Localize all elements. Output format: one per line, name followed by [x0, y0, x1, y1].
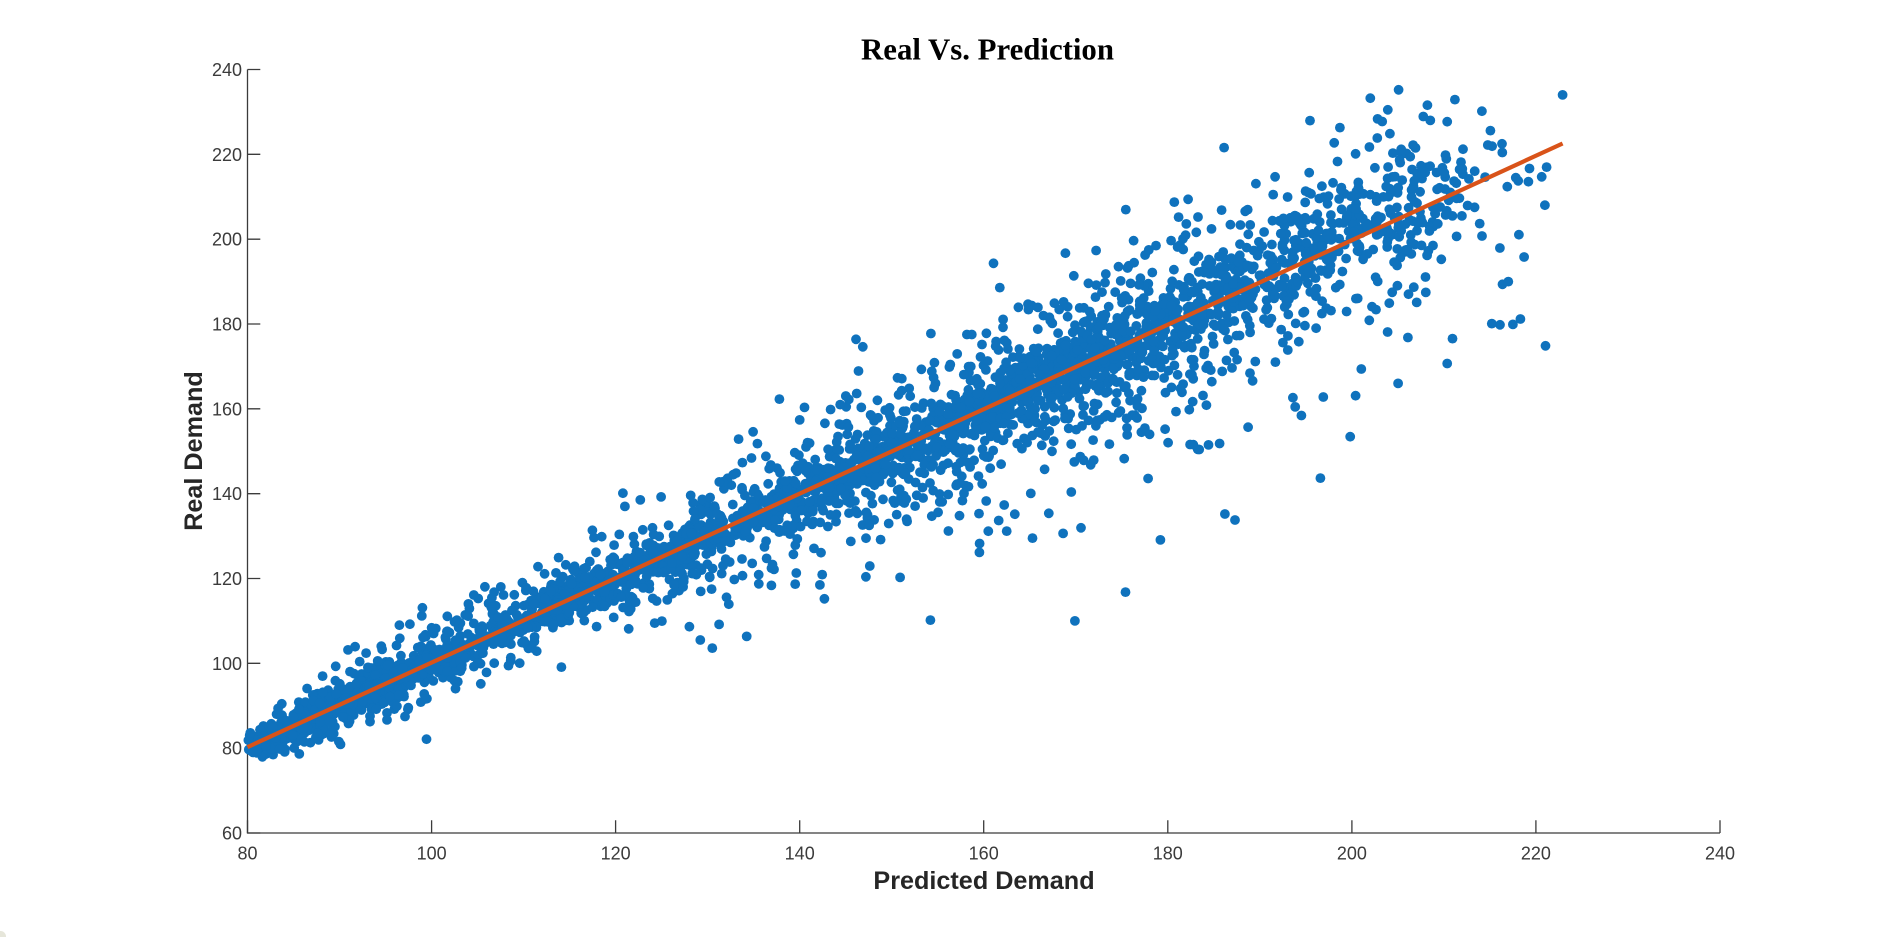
svg-text:160: 160 [212, 399, 242, 419]
svg-text:180: 180 [212, 315, 242, 335]
svg-text:60: 60 [222, 824, 242, 844]
svg-text:240: 240 [1705, 844, 1735, 864]
svg-text:120: 120 [212, 569, 242, 589]
svg-text:140: 140 [212, 484, 242, 504]
svg-text:220: 220 [212, 145, 242, 165]
svg-text:220: 220 [1521, 844, 1551, 864]
svg-text:100: 100 [212, 654, 242, 674]
svg-text:100: 100 [417, 844, 447, 864]
svg-text:80: 80 [222, 739, 242, 759]
svg-text:180: 180 [1153, 844, 1183, 864]
svg-text:140: 140 [785, 844, 815, 864]
svg-text:80: 80 [237, 844, 257, 864]
svg-text:200: 200 [1337, 844, 1367, 864]
svg-text:Real Demand: Real Demand [180, 371, 208, 531]
svg-text:Predicted Demand: Predicted Demand [873, 867, 1094, 895]
svg-text:200: 200 [212, 230, 242, 250]
svg-text:240: 240 [212, 60, 242, 80]
svg-text:120: 120 [601, 844, 631, 864]
svg-text:160: 160 [969, 844, 999, 864]
svg-text:Real Vs. Prediction: Real Vs. Prediction [861, 33, 1114, 67]
